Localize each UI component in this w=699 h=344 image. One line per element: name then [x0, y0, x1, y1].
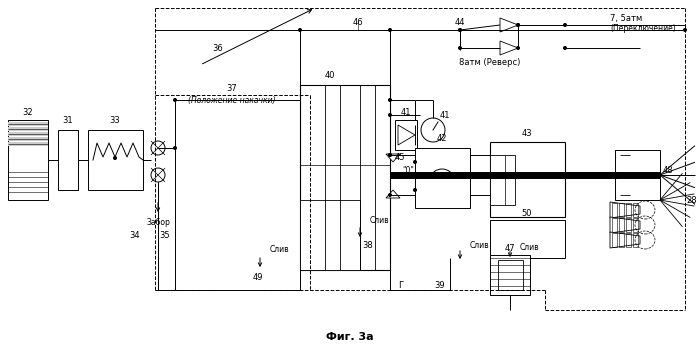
Text: 39: 39 [435, 280, 445, 290]
Text: 41: 41 [401, 108, 411, 117]
Circle shape [151, 141, 165, 155]
Circle shape [563, 46, 566, 50]
Circle shape [517, 46, 519, 50]
Circle shape [389, 153, 391, 157]
Bar [626, 233, 631, 247]
Text: Слив: Слив [270, 246, 289, 255]
Bar [633, 203, 638, 217]
Bar [619, 203, 624, 217]
Polygon shape [398, 125, 415, 145]
Bar [395, 120, 417, 150]
Text: 47: 47 [505, 244, 515, 252]
Text: 44: 44 [455, 18, 466, 26]
Text: 48: 48 [663, 165, 673, 174]
Bar [8, 122, 48, 126]
Circle shape [298, 29, 301, 32]
Bar [88, 130, 143, 190]
Text: 38: 38 [363, 240, 373, 249]
Text: Слив: Слив [470, 240, 489, 249]
Bar [8, 127, 48, 131]
Text: Фиг. 3а: Фиг. 3а [326, 332, 374, 342]
Text: 33: 33 [110, 116, 120, 125]
Polygon shape [386, 154, 400, 162]
Text: 41: 41 [440, 110, 450, 119]
Circle shape [173, 147, 177, 150]
Circle shape [684, 29, 686, 32]
Circle shape [389, 29, 391, 32]
Bar [626, 218, 631, 232]
Bar [58, 130, 78, 190]
Bar [498, 260, 523, 290]
Bar [8, 142, 48, 146]
Text: 45: 45 [395, 152, 405, 161]
Circle shape [517, 23, 519, 26]
Text: 46: 46 [353, 18, 363, 26]
Text: (Положение накачки): (Положение накачки) [188, 96, 276, 105]
Bar [8, 120, 48, 200]
Text: 50: 50 [521, 208, 532, 217]
Bar [300, 85, 390, 270]
Circle shape [389, 114, 391, 117]
Text: 32: 32 [22, 108, 34, 117]
Text: 31: 31 [63, 116, 73, 125]
Bar [612, 218, 617, 232]
Polygon shape [500, 41, 518, 55]
Circle shape [517, 23, 519, 26]
Polygon shape [386, 190, 400, 198]
Text: 49: 49 [253, 273, 264, 282]
Bar [490, 220, 565, 258]
Text: 35: 35 [159, 230, 171, 239]
Bar [612, 233, 617, 247]
Text: 7, 5атм: 7, 5атм [610, 13, 642, 22]
Text: 8атм (Реверс): 8атм (Реверс) [459, 57, 521, 66]
Bar [615, 150, 660, 200]
Bar [300, 200, 360, 270]
Bar [612, 203, 617, 217]
Bar [490, 142, 565, 217]
Text: 36: 36 [212, 43, 224, 53]
Bar [633, 233, 638, 247]
Text: 42: 42 [437, 133, 447, 142]
Text: Г: Г [398, 280, 403, 290]
Circle shape [421, 118, 445, 142]
Polygon shape [610, 217, 640, 233]
Bar [619, 218, 624, 232]
Text: Слив: Слив [520, 243, 540, 251]
Text: (Переключение): (Переключение) [610, 23, 676, 32]
Text: 37: 37 [226, 84, 238, 93]
Bar [619, 233, 624, 247]
Circle shape [151, 168, 165, 182]
Circle shape [389, 98, 391, 101]
Bar [8, 137, 48, 141]
Bar [8, 132, 48, 136]
Circle shape [563, 23, 566, 26]
Circle shape [459, 46, 461, 50]
Polygon shape [610, 202, 640, 218]
Circle shape [414, 189, 417, 192]
Bar [633, 218, 638, 232]
Circle shape [389, 194, 391, 196]
Bar [626, 203, 631, 217]
Text: "0": "0" [402, 165, 414, 174]
Polygon shape [500, 18, 518, 32]
Text: Слив: Слив [370, 215, 389, 225]
Circle shape [113, 157, 117, 160]
Polygon shape [610, 232, 640, 248]
Circle shape [389, 153, 391, 157]
Circle shape [173, 98, 177, 101]
Circle shape [459, 29, 461, 32]
Bar [490, 255, 530, 295]
Text: 34: 34 [130, 230, 140, 239]
Circle shape [459, 29, 461, 32]
Bar [415, 148, 470, 208]
Text: Забор: Забор [146, 217, 170, 226]
Circle shape [414, 161, 417, 163]
Text: 28: 28 [686, 195, 698, 204]
Text: 40: 40 [325, 71, 336, 79]
Bar [490, 155, 515, 205]
Text: 43: 43 [521, 129, 533, 138]
